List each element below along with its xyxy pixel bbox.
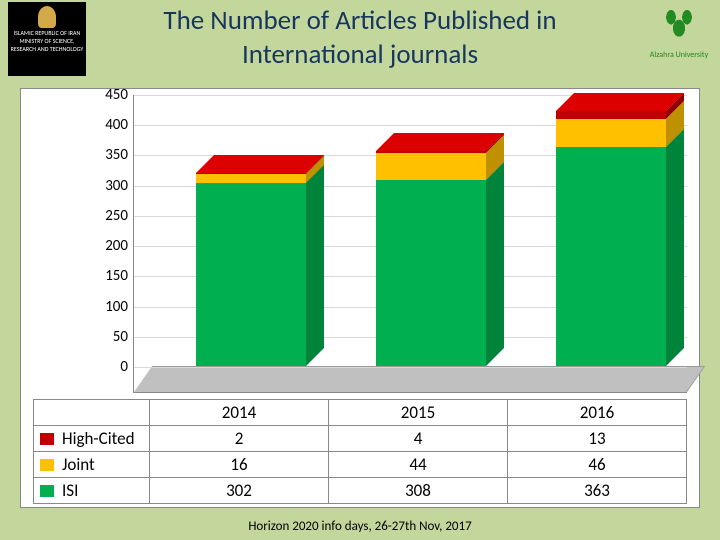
university-logo-mark xyxy=(659,4,699,48)
y-tick-label: 400 xyxy=(105,116,128,134)
table-col-header: 2014 xyxy=(150,400,329,426)
y-tick-label: 450 xyxy=(105,86,128,104)
bar-2016 xyxy=(556,111,666,366)
legend-label: Joint xyxy=(34,452,150,478)
legend-label: High-Cited xyxy=(34,426,150,452)
bar-segment xyxy=(376,153,486,180)
bar-2015 xyxy=(376,151,486,366)
table-cell: 2 xyxy=(150,426,329,452)
chart-panel: 050100150200250300350400450 201420152016… xyxy=(20,88,700,508)
table-cell: 46 xyxy=(508,452,687,478)
y-tick-label: 250 xyxy=(105,207,128,225)
y-tick-label: 100 xyxy=(105,298,128,316)
header: ISLAMIC REPUBLIC OF IRAN MINISTRY OF SCI… xyxy=(0,0,720,78)
table-cell: 13 xyxy=(508,426,687,452)
table-cell: 16 xyxy=(150,452,329,478)
y-tick-label: 300 xyxy=(105,177,128,195)
bar-segment xyxy=(376,180,486,366)
plot-floor xyxy=(134,366,705,392)
y-tick-label: 50 xyxy=(113,328,128,346)
y-tick-label: 350 xyxy=(105,146,128,164)
legend-label: ISI xyxy=(34,478,150,504)
university-logo: Alzahra University xyxy=(646,4,712,74)
table-col-header: 2016 xyxy=(508,400,687,426)
bar-segment xyxy=(556,119,666,147)
legend-swatch xyxy=(40,485,54,497)
ministry-logo: ISLAMIC REPUBLIC OF IRAN MINISTRY OF SCI… xyxy=(8,2,86,76)
table-cell: 363 xyxy=(508,478,687,504)
legend-swatch xyxy=(40,433,54,445)
gridline xyxy=(134,367,687,368)
university-logo-text: Alzahra University xyxy=(646,50,712,60)
table-corner xyxy=(34,400,150,426)
bar-segment xyxy=(196,183,306,366)
footer-text: Horizon 2020 info days, 26-27th Nov, 201… xyxy=(0,519,720,534)
bar-segment xyxy=(196,174,306,184)
page-title: The Number of Articles Published in Inte… xyxy=(12,4,708,72)
table-col-header: 2015 xyxy=(329,400,508,426)
table-cell: 44 xyxy=(329,452,508,478)
table-cell: 4 xyxy=(329,426,508,452)
table-row: ISI302308363 xyxy=(34,478,687,504)
y-tick-label: 0 xyxy=(120,358,128,376)
bar-segment xyxy=(556,111,666,119)
bar-2014 xyxy=(196,173,306,366)
data-table: 201420152016High-Cited2413Joint164446ISI… xyxy=(33,399,687,504)
table-cell: 302 xyxy=(150,478,329,504)
legend-swatch xyxy=(40,459,54,471)
y-tick-label: 150 xyxy=(105,267,128,285)
ministry-logo-text: ISLAMIC REPUBLIC OF IRAN MINISTRY OF SCI… xyxy=(11,29,84,53)
y-tick-label: 200 xyxy=(105,237,128,255)
table-row: High-Cited2413 xyxy=(34,426,687,452)
table-cell: 308 xyxy=(329,478,508,504)
plot-area: 050100150200250300350400450 xyxy=(133,95,687,393)
bar-segment xyxy=(556,147,666,366)
table-row: Joint164446 xyxy=(34,452,687,478)
